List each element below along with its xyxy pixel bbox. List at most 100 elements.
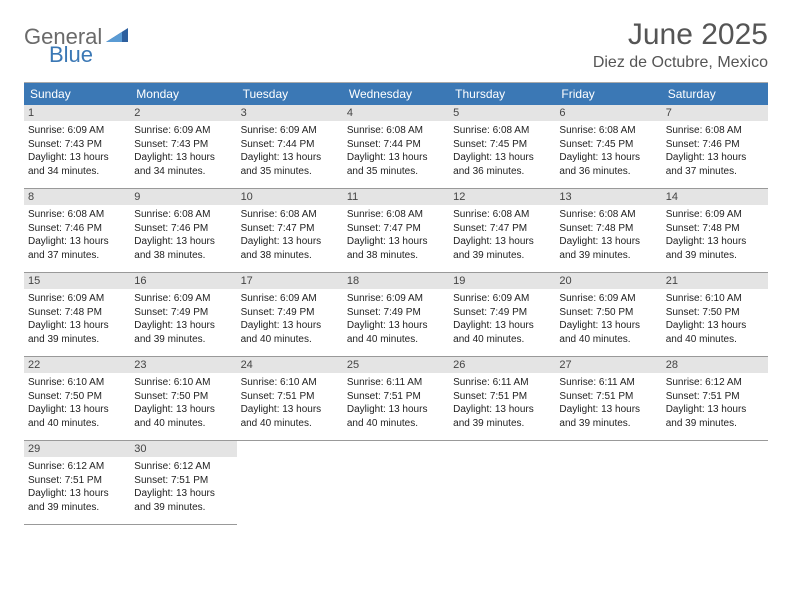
day-detail-line: and 35 minutes.	[241, 165, 339, 179]
calendar-grid: SundayMondayTuesdayWednesdayThursdayFrid…	[24, 82, 768, 525]
day-detail-line: Daylight: 13 hours	[241, 151, 339, 165]
calendar-day: 5Sunrise: 6:08 AMSunset: 7:45 PMDaylight…	[449, 105, 555, 189]
day-details: Sunrise: 6:10 AMSunset: 7:50 PMDaylight:…	[130, 373, 236, 434]
day-number: 1	[24, 105, 130, 121]
calendar-day: 11Sunrise: 6:08 AMSunset: 7:47 PMDayligh…	[343, 189, 449, 273]
day-detail-line: Sunset: 7:51 PM	[666, 390, 764, 404]
calendar-day: 28Sunrise: 6:12 AMSunset: 7:51 PMDayligh…	[662, 357, 768, 441]
day-number: 25	[343, 357, 449, 373]
day-detail-line: and 40 minutes.	[134, 417, 232, 431]
day-detail-line: Sunrise: 6:10 AM	[28, 376, 126, 390]
day-detail-line: Daylight: 13 hours	[28, 403, 126, 417]
day-detail-line: and 38 minutes.	[134, 249, 232, 263]
day-detail-line: and 40 minutes.	[347, 333, 445, 347]
day-detail-line: and 39 minutes.	[134, 333, 232, 347]
day-detail-line: and 39 minutes.	[559, 249, 657, 263]
calendar-day: 15Sunrise: 6:09 AMSunset: 7:48 PMDayligh…	[24, 273, 130, 357]
day-detail-line: Daylight: 13 hours	[28, 235, 126, 249]
day-detail-line: Daylight: 13 hours	[134, 235, 232, 249]
day-number: 27	[555, 357, 661, 373]
day-detail-line: Sunset: 7:49 PM	[347, 306, 445, 320]
day-details: Sunrise: 6:09 AMSunset: 7:49 PMDaylight:…	[343, 289, 449, 350]
day-detail-line: Sunrise: 6:08 AM	[347, 208, 445, 222]
page-header: General June 2025 Diez de Octubre, Mexic…	[24, 18, 768, 72]
day-details: Sunrise: 6:08 AMSunset: 7:46 PMDaylight:…	[130, 205, 236, 266]
calendar-day: 12Sunrise: 6:08 AMSunset: 7:47 PMDayligh…	[449, 189, 555, 273]
day-detail-line: Sunrise: 6:11 AM	[453, 376, 551, 390]
day-detail-line: Sunset: 7:51 PM	[347, 390, 445, 404]
day-detail-line: Sunset: 7:49 PM	[241, 306, 339, 320]
day-detail-line: and 40 minutes.	[347, 417, 445, 431]
day-detail-line: Daylight: 13 hours	[347, 235, 445, 249]
day-detail-line: Daylight: 13 hours	[134, 151, 232, 165]
calendar-day: 3Sunrise: 6:09 AMSunset: 7:44 PMDaylight…	[237, 105, 343, 189]
calendar-day: 27Sunrise: 6:11 AMSunset: 7:51 PMDayligh…	[555, 357, 661, 441]
location-text: Diez de Octubre, Mexico	[593, 54, 768, 72]
day-detail-line: and 37 minutes.	[28, 249, 126, 263]
day-detail-line: Daylight: 13 hours	[134, 403, 232, 417]
logo-blue-text-wrap: Blue	[49, 42, 93, 68]
day-number: 2	[130, 105, 236, 121]
day-details: Sunrise: 6:08 AMSunset: 7:46 PMDaylight:…	[24, 205, 130, 266]
day-details: Sunrise: 6:09 AMSunset: 7:48 PMDaylight:…	[662, 205, 768, 266]
day-number: 18	[343, 273, 449, 289]
weekday-header: Tuesday	[237, 83, 343, 105]
day-detail-line: Sunset: 7:43 PM	[28, 138, 126, 152]
day-detail-line: Daylight: 13 hours	[559, 235, 657, 249]
day-number: 13	[555, 189, 661, 205]
day-detail-line: Daylight: 13 hours	[28, 151, 126, 165]
logo-triangle-icon	[106, 26, 128, 49]
weekday-header: Monday	[130, 83, 236, 105]
day-detail-line: Daylight: 13 hours	[559, 151, 657, 165]
day-details: Sunrise: 6:08 AMSunset: 7:45 PMDaylight:…	[449, 121, 555, 182]
day-detail-line: Sunrise: 6:09 AM	[347, 292, 445, 306]
day-detail-line: Daylight: 13 hours	[453, 319, 551, 333]
day-number: 23	[130, 357, 236, 373]
weekday-header: Friday	[555, 83, 661, 105]
day-number: 17	[237, 273, 343, 289]
day-detail-line: Sunrise: 6:10 AM	[134, 376, 232, 390]
day-detail-line: Sunset: 7:47 PM	[347, 222, 445, 236]
day-detail-line: Sunset: 7:51 PM	[453, 390, 551, 404]
day-detail-line: Daylight: 13 hours	[666, 319, 764, 333]
day-number: 10	[237, 189, 343, 205]
day-detail-line: and 34 minutes.	[134, 165, 232, 179]
day-detail-line: and 38 minutes.	[347, 249, 445, 263]
day-details: Sunrise: 6:09 AMSunset: 7:43 PMDaylight:…	[130, 121, 236, 182]
day-details: Sunrise: 6:09 AMSunset: 7:49 PMDaylight:…	[449, 289, 555, 350]
day-detail-line: and 40 minutes.	[559, 333, 657, 347]
day-detail-line: and 40 minutes.	[241, 417, 339, 431]
day-detail-line: and 40 minutes.	[666, 333, 764, 347]
logo-text-blue: Blue	[49, 42, 93, 67]
weekday-header: Thursday	[449, 83, 555, 105]
calendar-day: 25Sunrise: 6:11 AMSunset: 7:51 PMDayligh…	[343, 357, 449, 441]
day-detail-line: Sunset: 7:44 PM	[241, 138, 339, 152]
day-detail-line: Sunrise: 6:12 AM	[134, 460, 232, 474]
day-detail-line: Sunset: 7:49 PM	[134, 306, 232, 320]
day-number: 26	[449, 357, 555, 373]
day-detail-line: Sunrise: 6:08 AM	[241, 208, 339, 222]
calendar-empty-cell	[555, 441, 661, 525]
calendar-day: 30Sunrise: 6:12 AMSunset: 7:51 PMDayligh…	[130, 441, 236, 525]
day-detail-line: Sunrise: 6:08 AM	[28, 208, 126, 222]
day-detail-line: Sunset: 7:51 PM	[559, 390, 657, 404]
day-detail-line: Daylight: 13 hours	[241, 403, 339, 417]
day-number: 12	[449, 189, 555, 205]
day-detail-line: Daylight: 13 hours	[241, 319, 339, 333]
weekday-header: Saturday	[662, 83, 768, 105]
day-detail-line: Sunset: 7:46 PM	[134, 222, 232, 236]
day-detail-line: Sunset: 7:45 PM	[559, 138, 657, 152]
day-number: 6	[555, 105, 661, 121]
calendar-empty-cell	[449, 441, 555, 525]
day-detail-line: Sunset: 7:46 PM	[666, 138, 764, 152]
day-details: Sunrise: 6:11 AMSunset: 7:51 PMDaylight:…	[555, 373, 661, 434]
day-detail-line: Daylight: 13 hours	[347, 403, 445, 417]
day-details: Sunrise: 6:12 AMSunset: 7:51 PMDaylight:…	[130, 457, 236, 518]
day-detail-line: Daylight: 13 hours	[453, 235, 551, 249]
calendar-day: 8Sunrise: 6:08 AMSunset: 7:46 PMDaylight…	[24, 189, 130, 273]
day-number: 28	[662, 357, 768, 373]
day-details: Sunrise: 6:09 AMSunset: 7:49 PMDaylight:…	[237, 289, 343, 350]
day-detail-line: Sunrise: 6:08 AM	[666, 124, 764, 138]
day-number: 3	[237, 105, 343, 121]
day-detail-line: Daylight: 13 hours	[347, 151, 445, 165]
